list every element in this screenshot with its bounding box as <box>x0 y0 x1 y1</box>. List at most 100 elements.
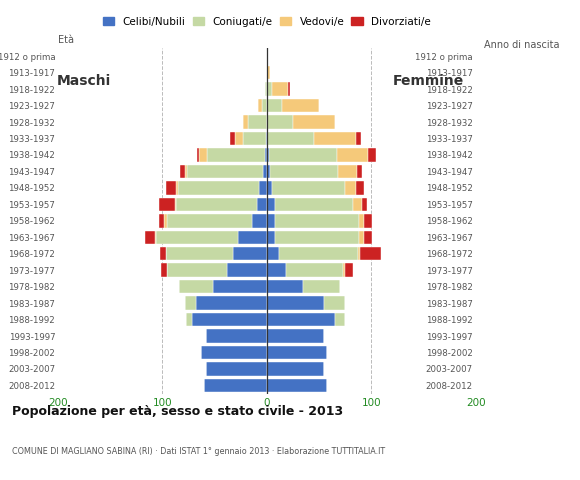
Bar <box>259 99 262 112</box>
Bar <box>243 132 266 145</box>
Bar <box>314 132 356 145</box>
Bar <box>267 313 335 326</box>
Bar <box>282 99 319 112</box>
Bar <box>186 296 196 310</box>
Bar <box>165 214 166 228</box>
Bar <box>178 181 259 194</box>
Bar <box>272 181 345 194</box>
Bar <box>338 165 357 178</box>
Bar <box>179 280 212 293</box>
Bar <box>165 181 176 194</box>
Bar <box>197 148 199 162</box>
Bar <box>166 264 227 277</box>
Bar <box>191 313 267 326</box>
Bar <box>165 247 233 261</box>
Bar <box>230 132 235 145</box>
Bar <box>270 165 338 178</box>
Bar <box>267 115 293 129</box>
Bar <box>264 83 267 96</box>
Bar <box>267 99 282 112</box>
Bar <box>343 264 345 277</box>
Bar <box>324 296 345 310</box>
Bar <box>272 83 288 96</box>
Bar <box>212 280 267 293</box>
Bar <box>353 198 362 211</box>
Bar <box>267 198 275 211</box>
Bar <box>204 379 267 392</box>
Bar <box>364 230 372 244</box>
Bar <box>358 214 364 228</box>
Bar <box>262 99 267 112</box>
Bar <box>144 230 155 244</box>
Text: COMUNE DI MAGLIANO SABINA (RI) · Dati ISTAT 1° gennaio 2013 · Elaborazione TUTTI: COMUNE DI MAGLIANO SABINA (RI) · Dati IS… <box>12 446 385 456</box>
Bar <box>175 198 176 211</box>
Bar <box>186 165 187 178</box>
Bar <box>345 264 353 277</box>
Bar <box>160 198 175 211</box>
Bar <box>360 247 380 261</box>
Bar <box>259 181 267 194</box>
Bar <box>248 115 267 129</box>
Bar <box>156 230 238 244</box>
Bar <box>275 230 358 244</box>
Bar <box>233 247 267 261</box>
Bar <box>201 346 267 359</box>
Text: Popolazione per età, sesso e stato civile - 2013: Popolazione per età, sesso e stato civil… <box>12 405 343 418</box>
Bar <box>356 132 361 145</box>
Bar <box>267 83 272 96</box>
Bar <box>267 346 327 359</box>
Bar <box>180 165 186 178</box>
Bar <box>252 214 267 228</box>
Bar <box>267 214 275 228</box>
Bar <box>303 280 340 293</box>
Bar <box>358 230 364 244</box>
Bar <box>264 148 267 162</box>
Bar <box>267 66 270 79</box>
Bar <box>235 132 243 145</box>
Bar <box>337 148 368 162</box>
Bar <box>227 264 267 277</box>
Bar <box>275 198 353 211</box>
Bar <box>267 247 280 261</box>
Bar <box>243 115 248 129</box>
Bar <box>280 247 358 261</box>
Bar <box>238 230 267 244</box>
Bar <box>207 148 264 162</box>
Bar <box>267 362 324 376</box>
Bar <box>267 296 324 310</box>
Bar <box>364 214 372 228</box>
Bar <box>186 313 191 326</box>
Bar <box>267 165 270 178</box>
Bar <box>258 198 267 211</box>
Bar <box>368 148 376 162</box>
Bar <box>166 214 252 228</box>
Text: Età: Età <box>58 35 74 45</box>
Bar <box>267 329 324 343</box>
Bar <box>206 329 267 343</box>
Bar <box>187 165 263 178</box>
Bar <box>357 165 362 178</box>
Bar <box>285 264 343 277</box>
Bar <box>356 181 364 194</box>
Bar <box>358 247 360 261</box>
Bar <box>267 181 272 194</box>
Bar <box>362 198 367 211</box>
Bar <box>269 148 337 162</box>
Bar <box>267 230 275 244</box>
Bar <box>206 362 267 376</box>
Bar <box>275 214 358 228</box>
Bar <box>160 214 165 228</box>
Bar <box>196 296 267 310</box>
Bar <box>345 181 356 194</box>
Bar <box>176 181 178 194</box>
Bar <box>267 148 269 162</box>
Bar <box>267 132 314 145</box>
Bar <box>267 280 303 293</box>
Text: Anno di nascita: Anno di nascita <box>484 40 560 50</box>
Bar <box>161 264 166 277</box>
Bar <box>176 198 258 211</box>
Text: Femmine: Femmine <box>393 74 464 88</box>
Legend: Celibi/Nubili, Coniugati/e, Vedovi/e, Divorziati/e: Celibi/Nubili, Coniugati/e, Vedovi/e, Di… <box>99 12 435 31</box>
Bar <box>266 132 267 145</box>
Bar <box>267 379 327 392</box>
